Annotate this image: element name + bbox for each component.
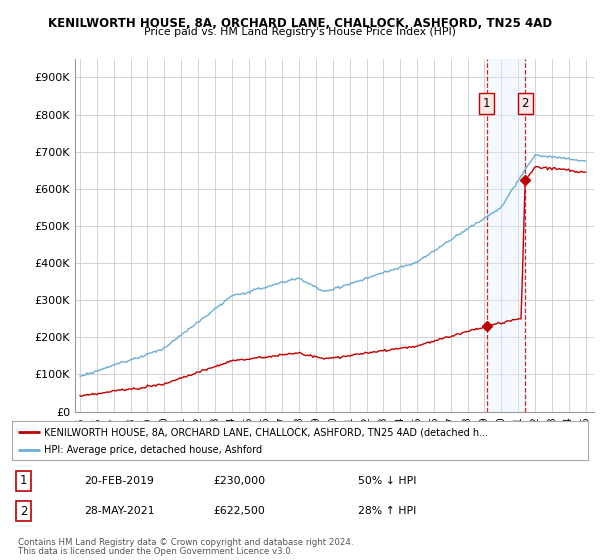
Text: 1: 1: [483, 97, 490, 110]
Text: 20-FEB-2019: 20-FEB-2019: [84, 476, 154, 486]
Text: 2: 2: [20, 505, 27, 518]
Text: Contains HM Land Registry data © Crown copyright and database right 2024.: Contains HM Land Registry data © Crown c…: [18, 538, 353, 547]
Text: HPI: Average price, detached house, Ashford: HPI: Average price, detached house, Ashf…: [44, 445, 262, 455]
Text: 28-MAY-2021: 28-MAY-2021: [84, 506, 155, 516]
Text: KENILWORTH HOUSE, 8A, ORCHARD LANE, CHALLOCK, ASHFORD, TN25 4AD (detached h...: KENILWORTH HOUSE, 8A, ORCHARD LANE, CHAL…: [44, 427, 488, 437]
Text: 50% ↓ HPI: 50% ↓ HPI: [358, 476, 416, 486]
Text: Price paid vs. HM Land Registry's House Price Index (HPI): Price paid vs. HM Land Registry's House …: [144, 27, 456, 37]
Text: 28% ↑ HPI: 28% ↑ HPI: [358, 506, 416, 516]
Text: KENILWORTH HOUSE, 8A, ORCHARD LANE, CHALLOCK, ASHFORD, TN25 4AD: KENILWORTH HOUSE, 8A, ORCHARD LANE, CHAL…: [48, 17, 552, 30]
Text: 1: 1: [20, 474, 27, 487]
Bar: [487, 59, 525, 412]
Text: £622,500: £622,500: [214, 506, 265, 516]
Text: £230,000: £230,000: [214, 476, 266, 486]
Text: 2: 2: [521, 97, 529, 110]
Text: This data is licensed under the Open Government Licence v3.0.: This data is licensed under the Open Gov…: [18, 547, 293, 556]
